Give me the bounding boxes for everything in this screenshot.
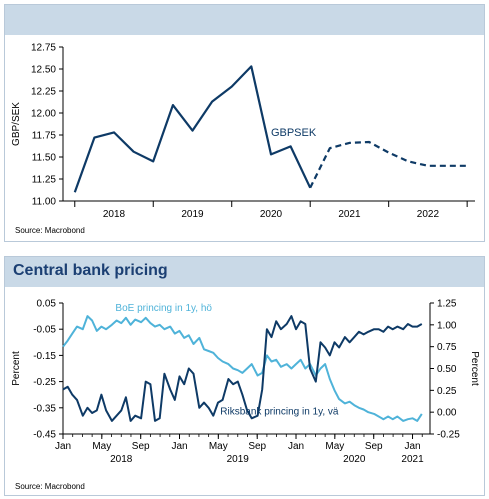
x-year-label: 2018 [110,454,133,465]
y-tick-label: 1.25 [437,299,457,310]
chart-header [5,5,484,35]
x-year-label: 2021 [401,454,424,465]
x-year-label: 2019 [227,454,250,465]
y-axis-label-left: Percent [11,351,22,386]
central-bank-pricing-panel: Central bank pricing 0.05 -0.05 -0.15 -0.25… [4,256,485,496]
x-tick-label: May [325,441,344,452]
y-axis-label-right: Percent [469,351,480,386]
y-tick-label: 11.50 [32,153,57,164]
y-tick-label: 0.25 [437,386,457,397]
y-tick-label: 12.75 [31,43,56,54]
y-tick-label: 12.00 [31,109,56,120]
x-year-label: 2020 [343,454,366,465]
y-tick-label: -0.15 [33,351,56,362]
y-tick-label: -0.25 [33,377,56,388]
y-tick-label: -0.25 [437,430,460,441]
y-tick-label: -0.05 [33,325,56,336]
y-tick-label: 0.75 [437,342,457,353]
riksbank-pricing-line [62,315,423,422]
y-tick-label: -0.35 [33,403,56,414]
y-tick-label: 11.25 [32,175,57,186]
y-tick-label: 11.75 [32,131,57,142]
annotation-boe: BoE princing in 1y, hö [115,303,212,314]
x-tick-label: Sep [132,441,150,452]
x-tick-label: Sep [248,441,266,452]
x-tick-label: 2019 [181,209,204,220]
x-tick-label: Jan [288,441,304,452]
x-tick-label: Jan [55,441,71,452]
central-bank-pricing-chart: 0.05 -0.05 -0.15 -0.25 -0.35 -0.45 1.25 1.00 0.7… [11,299,480,466]
y-tick-label: -0.45 [33,430,56,441]
chart-title: Central bank pricing [13,262,168,279]
y-tick-label: 1.00 [437,320,457,331]
x-tick-label: May [209,441,228,452]
series-label: GBPSEK [271,127,317,139]
forecast-line [309,140,468,189]
x-tick-label: 2022 [417,209,440,220]
boe-pricing-line [62,315,423,422]
x-tick-label: May [92,441,111,452]
x-tick-label: 2018 [103,209,126,220]
source-note: Source: Macrobond [15,226,85,235]
x-tick-label: 2021 [338,209,361,220]
y-tick-label: 0.05 [37,299,57,310]
annotation-riksbank: Riksbank princing in 1y, vä [220,406,339,417]
y-tick-label: 12.25 [31,87,56,98]
gbpsek-line [73,65,312,193]
x-tick-label: Jan [404,441,420,452]
x-tick-label: Jan [171,441,187,452]
chart-header: Central bank pricing [5,257,484,287]
y-tick-label: 11.00 [32,197,57,208]
y-axis-label: GBP/SEK [11,102,22,146]
x-tick-label: Sep [365,441,383,452]
y-tick-label: 0.00 [437,408,457,419]
gbpsek-chart-panel: 11.00 11.25 11.50 11.75 12.00 12.25 12.50 12.75… [4,4,485,242]
gbpsek-line-chart: 11.00 11.25 11.50 11.75 12.00 12.25 12.50 12.75… [11,43,475,220]
y-tick-label: 12.50 [31,65,56,76]
y-tick-label: 0.50 [437,364,457,375]
source-note: Source: Macrobond [15,482,85,491]
x-tick-label: 2020 [260,209,283,220]
